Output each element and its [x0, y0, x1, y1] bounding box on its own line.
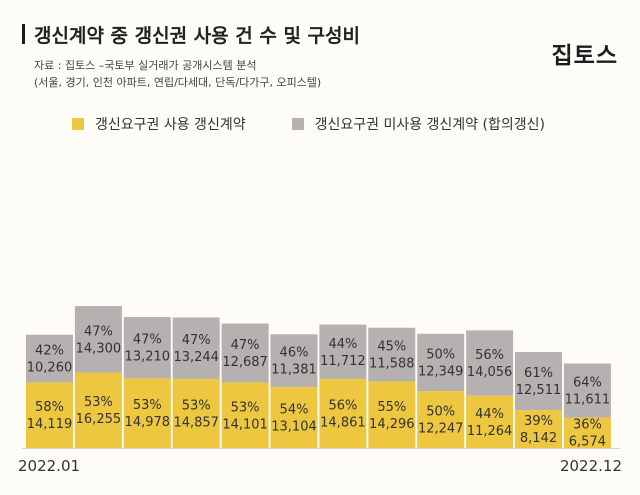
bar-unused-11 [515, 352, 562, 411]
legend: 갱신요구권 사용 갱신계약 갱신요구권 미사용 갱신계약 (합의갱신) [72, 114, 545, 134]
label-used-percent-1: 58% [35, 400, 64, 415]
legend-label-used: 갱신요구권 사용 갱신계약 [95, 117, 246, 133]
label-used-percent-7: 56% [328, 398, 357, 413]
chart-title: 갱신계약 중 갱신권 사용 건 수 및 구성비 [34, 25, 360, 47]
legend-swatch-unused [291, 118, 304, 130]
legend-label-unused: 갱신요구권 미사용 갱신계약 (합의갱신) [314, 117, 545, 133]
label-used-percent-3: 53% [133, 398, 162, 413]
label-unused-percent-8: 45% [377, 340, 406, 355]
label-used-value-9: 12,247 [418, 422, 464, 437]
label-unused-value-2: 14,300 [76, 341, 122, 356]
label-used-value-2: 16,255 [76, 412, 122, 427]
label-unused-percent-5: 47% [231, 338, 260, 353]
label-used-percent-4: 53% [182, 398, 211, 413]
label-used-value-5: 14,101 [222, 417, 268, 432]
label-used-percent-9: 50% [426, 405, 455, 420]
bar-unused-8 [368, 327, 416, 382]
x-axis-end-label: 2022.12 [560, 457, 622, 475]
label-used-value-1: 14,119 [27, 417, 73, 432]
bar-unused-7 [319, 324, 367, 379]
source-line-2: (서울, 경기, 인천 아파트, 연립/다세대, 단독/다가구, 오피스텔) [34, 76, 322, 89]
bar-unused-2 [74, 306, 122, 373]
label-unused-value-6: 11,381 [271, 363, 317, 378]
bar-used-7 [319, 378, 367, 448]
label-used-percent-12: 36% [573, 418, 602, 433]
label-unused-percent-4: 47% [182, 333, 211, 348]
label-used-value-6: 13,104 [271, 420, 317, 435]
bar-used-12 [563, 417, 611, 448]
label-unused-percent-10: 56% [475, 348, 504, 363]
label-used-value-7: 14,861 [320, 415, 366, 430]
label-used-percent-11: 39% [524, 414, 553, 429]
label-used-value-12: 6,574 [569, 435, 606, 450]
title-accent-bar [22, 24, 25, 44]
label-unused-percent-7: 44% [328, 337, 357, 352]
bar-unused-12 [563, 363, 611, 418]
label-used-percent-10: 44% [475, 407, 504, 422]
bar-unused-9 [417, 333, 465, 392]
label-used-value-8: 14,296 [369, 417, 415, 432]
bar-used-5 [221, 382, 269, 448]
bar-used-8 [368, 381, 416, 448]
brand-logo: 집토스 [551, 43, 618, 69]
bar-used-10 [466, 395, 514, 448]
legend-item-unused: 갱신요구권 미사용 갱신계약 (합의갱신) [291, 114, 545, 134]
label-unused-value-9: 12,349 [418, 364, 464, 379]
bar-used-6 [270, 387, 318, 448]
label-used-percent-5: 53% [231, 400, 260, 415]
label-used-value-3: 14,978 [125, 415, 171, 430]
label-unused-percent-6: 46% [280, 346, 309, 361]
label-unused-value-1: 10,260 [27, 361, 73, 376]
bar-unused-5 [221, 323, 269, 383]
bar-unused-1 [26, 334, 73, 383]
bar-used-3 [123, 378, 171, 448]
label-unused-value-8: 11,588 [369, 357, 415, 372]
bar-unused-10 [466, 330, 514, 396]
bar-used-1 [26, 382, 73, 448]
label-used-percent-6: 54% [280, 403, 309, 418]
label-unused-value-7: 11,712 [320, 354, 366, 369]
bar-used-9 [417, 391, 465, 448]
source-line-1: 자료 : 집토스 –국토부 실거래가 공개시스템 분석 [34, 59, 257, 72]
label-unused-percent-9: 50% [426, 347, 455, 362]
legend-item-used: 갱신요구권 사용 갱신계약 [72, 114, 246, 134]
label-unused-percent-12: 64% [573, 375, 602, 390]
label-used-percent-2: 53% [84, 395, 113, 410]
bar-used-4 [172, 378, 220, 448]
label-unused-percent-11: 61% [524, 366, 553, 381]
label-unused-value-12: 11,611 [565, 392, 611, 407]
label-used-value-4: 14,857 [173, 415, 219, 430]
label-unused-value-4: 13,244 [173, 350, 219, 365]
bar-unused-6 [270, 334, 318, 388]
label-unused-percent-3: 47% [133, 333, 162, 348]
label-used-value-11: 8,142 [520, 431, 557, 446]
label-unused-percent-2: 47% [84, 324, 113, 339]
label-unused-value-3: 13,210 [125, 350, 171, 365]
bar-used-2 [74, 372, 122, 448]
label-used-percent-8: 55% [377, 400, 406, 415]
bar-unused-3 [123, 317, 171, 379]
label-unused-percent-1: 42% [35, 344, 64, 359]
label-unused-value-11: 12,511 [516, 383, 562, 398]
bar-used-11 [515, 410, 562, 448]
label-unused-value-5: 12,687 [222, 355, 268, 370]
source-note: 자료 : 집토스 –국토부 실거래가 공개시스템 분석 (서울, 경기, 인천 … [34, 57, 321, 91]
bar-unused-4 [172, 317, 220, 379]
label-used-value-10: 11,264 [467, 424, 513, 439]
legend-swatch-used [72, 118, 84, 130]
label-unused-value-10: 14,056 [467, 365, 513, 380]
x-axis-start-label: 2022.01 [18, 457, 80, 475]
